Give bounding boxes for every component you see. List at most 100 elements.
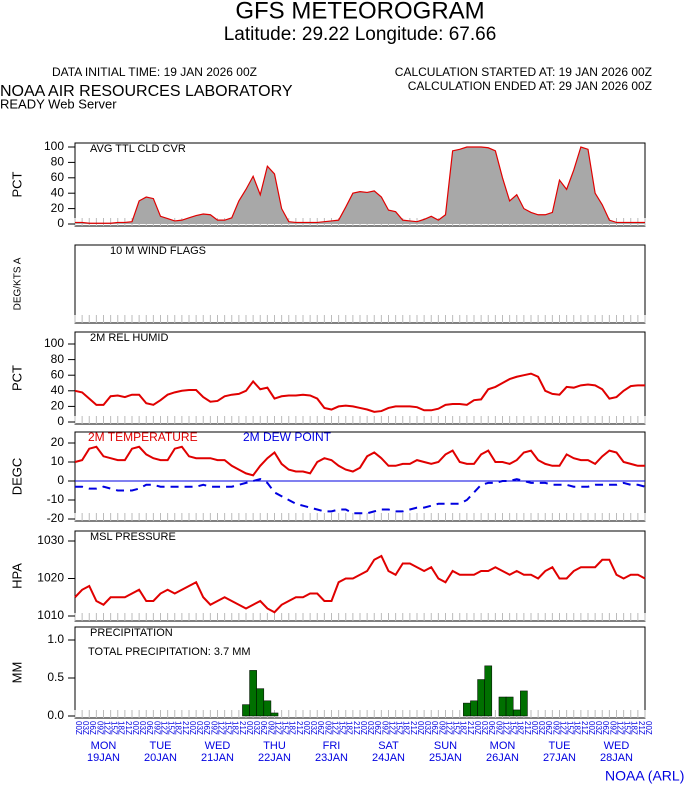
bar (477, 679, 485, 717)
y-tick-label: 60 (51, 170, 65, 184)
x-tick-label: 15Z (566, 721, 575, 735)
x-tick-label: 03Z (366, 721, 375, 735)
x-tick-label: 18Z (516, 721, 525, 735)
y-tick-label: 100 (44, 139, 64, 153)
day-weekday: SUN (434, 740, 457, 752)
y-axis-label: DEG/KTS A (13, 257, 24, 310)
x-tick-label: 09Z (323, 721, 332, 735)
y-tick-label: 20 (51, 435, 65, 449)
x-tick-label: 15Z (167, 721, 176, 735)
y-tick-label: 0 (57, 216, 64, 230)
x-tick-label: 21Z (523, 721, 532, 735)
x-tick-label: 00Z (74, 721, 83, 735)
calc-started: CALCULATION STARTED AT: 19 JAN 2026 00Z (395, 65, 652, 79)
bar (270, 712, 279, 717)
title: GFS METEOROGRAM (235, 0, 484, 24)
y-tick-label: 0 (57, 414, 64, 428)
x-tick-label: 06Z (487, 721, 496, 735)
x-tick-label: 21Z (466, 721, 475, 735)
x-tick-label: 12Z (159, 721, 168, 735)
x-tick-label: 18Z (345, 721, 354, 735)
day-weekday: THU (263, 740, 286, 752)
x-tick-label: 18Z (459, 721, 468, 735)
x-tick-label: 15Z (281, 721, 290, 735)
day-weekday: FRI (323, 740, 341, 752)
x-tick-label: 06Z (316, 721, 325, 735)
x-tick-label: 15Z (452, 721, 461, 735)
bar (470, 700, 478, 717)
panel-box (74, 331, 646, 425)
legend-entry: 2M DEW POINT (243, 430, 332, 444)
x-tick-label: 09Z (152, 721, 161, 735)
y-tick-label: 80 (51, 155, 65, 169)
series-line (74, 372, 645, 413)
x-tick-label: 12Z (330, 721, 339, 735)
x-tick-label: 03Z (423, 721, 432, 735)
bar (505, 696, 514, 717)
legend-entry: 2M TEMPERATURE (88, 430, 198, 444)
x-tick-label: 12Z (216, 721, 225, 735)
y-tick-label: 1.0 (47, 632, 64, 646)
x-tick-label: 00Z (188, 721, 197, 735)
x-tick-label: 03Z (537, 721, 546, 735)
x-tick-label: 15Z (395, 721, 404, 735)
x-tick-label: 12Z (102, 721, 111, 735)
bar (498, 696, 507, 717)
x-tick-label: 21Z (352, 721, 361, 735)
x-tick-label: 15Z (110, 721, 119, 735)
y-tick-label: 20 (51, 399, 65, 413)
x-tick-label: 06Z (145, 721, 154, 735)
x-tick-label: 00Z (359, 721, 368, 735)
server: READY Web Server (0, 96, 117, 111)
day-weekday: TUE (150, 740, 172, 752)
x-tick-label: 03Z (138, 721, 147, 735)
x-tick-label: 06Z (202, 721, 211, 735)
x-tick-label: 21Z (295, 721, 304, 735)
panel-title: MSL PRESSURE (90, 531, 176, 543)
x-tick-label: 00Z (302, 721, 311, 735)
x-tick-label: 09Z (494, 721, 503, 735)
x-tick-label: 00Z (416, 721, 425, 735)
day-date: 19JAN (87, 752, 120, 764)
y-tick-label: 80 (51, 352, 65, 366)
x-tick-label: 09Z (266, 721, 275, 735)
subtitle: Latitude: 29.22 Longitude: 67.66 (224, 24, 497, 45)
day-date: 24JAN (372, 752, 405, 764)
series-line (75, 478, 646, 515)
x-tick-label: 18Z (231, 721, 240, 735)
x-tick-label: 21Z (124, 721, 133, 735)
x-tick-label: 12Z (501, 721, 510, 735)
y-tick-label: 40 (51, 383, 65, 397)
y-tick-label: 1020 (37, 571, 64, 585)
lab: NOAA AIR RESOURCES LABORATORY (0, 83, 293, 100)
x-tick-label: 00Z (530, 721, 539, 735)
y-tick-label: 60 (51, 367, 65, 381)
y-tick-label: 10 (51, 454, 65, 468)
x-tick-label: 03Z (252, 721, 261, 735)
y-tick-label: 0 (57, 473, 64, 487)
x-tick-label: 00Z (473, 721, 482, 735)
day-weekday: WED (604, 740, 630, 752)
bar (463, 702, 471, 717)
y-tick-label: -20 (47, 511, 65, 525)
x-tick-label: 12Z (444, 721, 453, 735)
x-tick-label: 15Z (338, 721, 347, 735)
footer: NOAA (ARL) (605, 768, 684, 784)
x-tick-label: 18Z (174, 721, 183, 735)
x-tick-label: 21Z (238, 721, 247, 735)
day-weekday: SAT (378, 740, 399, 752)
day-date: 21JAN (201, 752, 234, 764)
x-tick-label: 06Z (601, 721, 610, 735)
y-tick-label: 0.0 (47, 708, 64, 722)
bar (242, 704, 250, 717)
y-tick-label: 1010 (37, 608, 64, 622)
y-tick-label: 1030 (37, 533, 64, 547)
day-date: 25JAN (429, 752, 462, 764)
x-tick-label: 06Z (430, 721, 439, 735)
bar (263, 700, 272, 717)
x-tick-label: 03Z (81, 721, 90, 735)
day-weekday: TUE (549, 740, 571, 752)
x-tick-label: 06Z (88, 721, 97, 735)
x-tick-label: 09Z (551, 721, 560, 735)
